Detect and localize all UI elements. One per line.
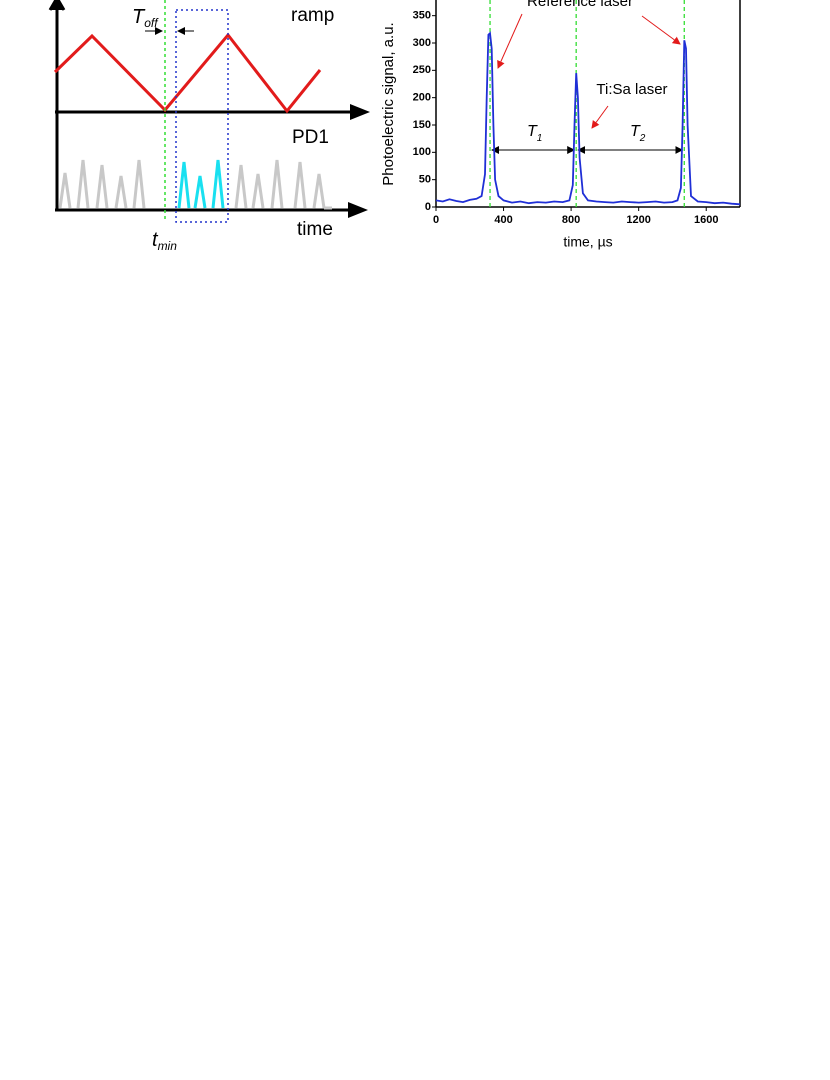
ramp-wave — [53, 32, 322, 114]
tmin-label: tmin — [152, 229, 177, 253]
y-tick-label: 100 — [413, 146, 431, 158]
y-tick-label: 150 — [413, 119, 431, 131]
y-axis-label: Photoelectric signal, a.u. — [380, 22, 397, 185]
pointer — [497, 13, 523, 69]
gray-peaks — [58, 159, 332, 210]
arrow-head — [350, 104, 370, 120]
schematic: Toff ramp PD1 time tmin — [48, 0, 370, 253]
chart: Photoelectric signal, a.u. time, µs Refe… — [380, 0, 741, 250]
y-tick-label: 350 — [413, 10, 431, 22]
annotation: Ti:Sa laser — [596, 81, 667, 98]
t1-label: T1 — [527, 123, 542, 143]
y-tick-label: 50 — [419, 174, 431, 186]
y-tick-label: 0 — [425, 201, 431, 213]
y-axis — [48, 0, 66, 210]
y-tick-label: 200 — [413, 92, 431, 104]
x-tick-label: 800 — [562, 214, 580, 226]
pointer — [641, 15, 681, 45]
annotation: Reference laser — [527, 0, 633, 10]
toff-label: Toff — [132, 6, 159, 30]
y-tick-label: 250 — [413, 64, 431, 76]
signal-line — [435, 31, 741, 206]
x-tick-label: 1200 — [626, 214, 650, 226]
arrow-head — [348, 202, 368, 218]
time-label: time — [297, 219, 333, 240]
window — [175, 9, 229, 223]
t2-label: T2 — [630, 123, 646, 143]
pd1-label: PD1 — [292, 127, 329, 148]
cyan-peaks — [177, 159, 225, 209]
y-tick-label: 300 — [413, 37, 431, 49]
x-tick-label: 1600 — [694, 214, 718, 226]
ramp-label: ramp — [291, 5, 334, 26]
pointer — [591, 105, 609, 129]
x-axis-label: time, µs — [563, 234, 612, 250]
x-tick-label: 0 — [433, 214, 439, 226]
x-tick-label: 400 — [494, 214, 512, 226]
